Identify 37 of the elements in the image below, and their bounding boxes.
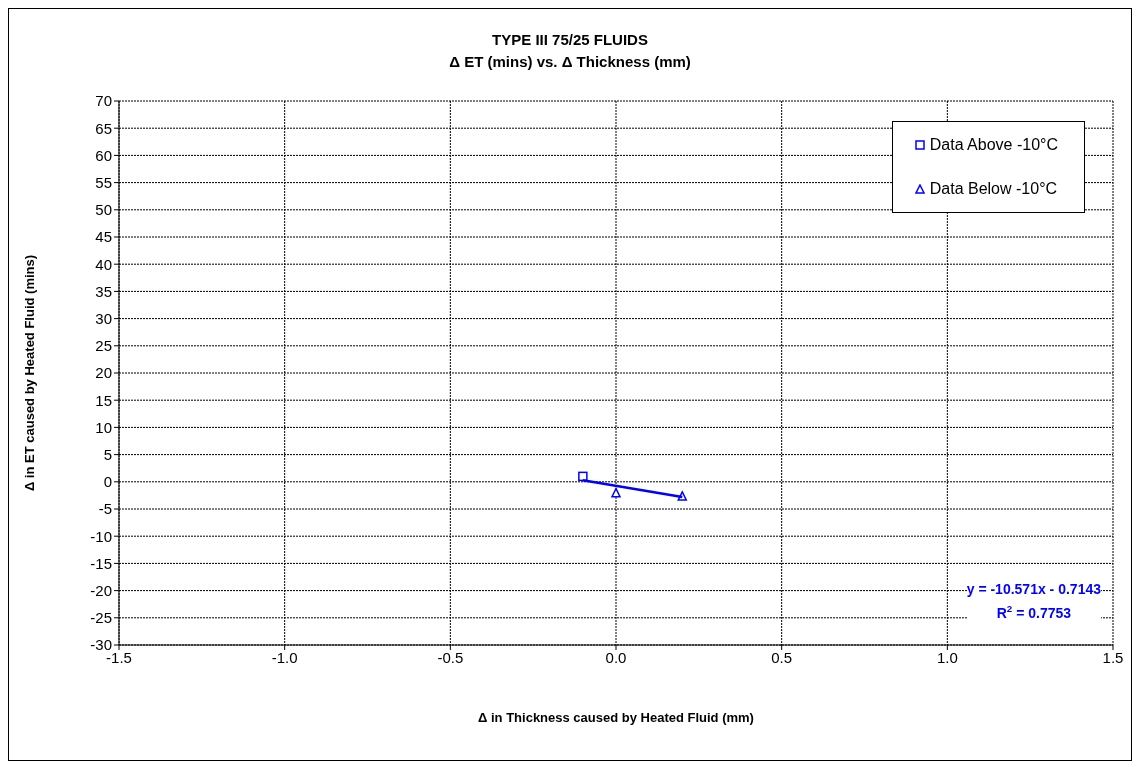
legend-label: Data Above -10°C — [929, 136, 1058, 154]
x-tick-label: 0.5 — [771, 648, 793, 666]
y-tick-label: -20 — [90, 581, 112, 599]
y-tick-label: -25 — [90, 609, 112, 627]
y-tick-label: 35 — [95, 282, 112, 300]
point — [578, 471, 588, 482]
y-tick-label: 45 — [95, 228, 112, 246]
y-tick-label: 55 — [95, 173, 112, 191]
annotation: R$^{2}$ = 0.7753 — [995, 602, 1073, 623]
x-tick-label: 0.0 — [605, 648, 627, 666]
chart-title: TYPE III 75/25 FLUIDS — [491, 30, 649, 50]
y-tick-label: 50 — [95, 201, 112, 219]
y-tick-label: -5 — [98, 500, 112, 518]
y-tick-label: 0 — [103, 473, 112, 491]
x-tick-label: 1.5 — [1102, 648, 1124, 666]
y-tick-label: -30 — [90, 636, 112, 654]
y-tick-label: 40 — [95, 255, 112, 273]
x-tick-label: -0.5 — [437, 648, 464, 666]
annotation: y = -10.571x - 0.7143 — [966, 580, 1101, 600]
y-tick-label: 15 — [95, 391, 112, 409]
chart-subtitle: Δ ET (mins) vs. Δ Thickness (mm) — [448, 52, 692, 72]
y-tick-label: 60 — [95, 146, 112, 164]
y-tick-label: 65 — [95, 119, 112, 137]
y-tick-label: 20 — [95, 364, 112, 382]
y-tick-label: -10 — [90, 527, 112, 545]
point — [611, 487, 621, 498]
y-tick-label: 5 — [103, 445, 112, 463]
y-tick-label: 25 — [95, 337, 112, 355]
y-tick-label: 30 — [95, 309, 112, 327]
y-tick-label: 10 — [95, 418, 112, 436]
y-tick-label: 70 — [95, 92, 112, 110]
x-tick-label: 1.0 — [936, 648, 958, 666]
y-axis-title: Δ in ET caused by Heated Fluid (mins) — [21, 254, 37, 492]
legend-label: Data Below -10°C — [929, 180, 1058, 198]
x-tick-label: -1.0 — [271, 648, 298, 666]
x-axis-title: Δ in Thickness caused by Heated Fluid (mm) — [477, 710, 755, 725]
y-tick-label: -15 — [90, 554, 112, 572]
